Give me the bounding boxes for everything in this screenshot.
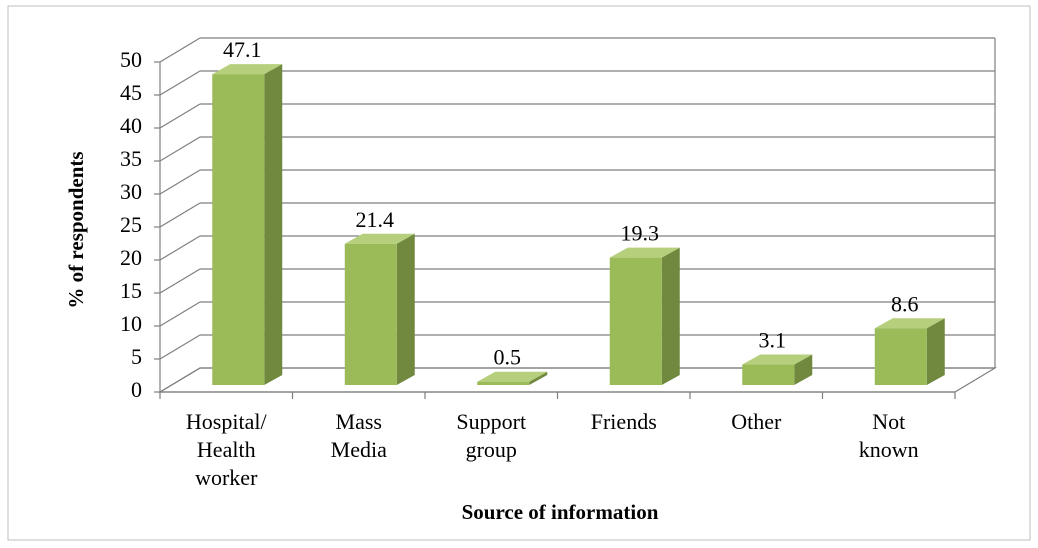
y-tick-label: 0 <box>131 377 142 402</box>
grid-line-side <box>159 235 201 261</box>
bar-front <box>874 328 927 385</box>
y-tick-label: 40 <box>120 113 142 138</box>
x-tick-label: Not known <box>859 409 919 462</box>
bar-side <box>926 318 945 385</box>
data-label: 8.6 <box>891 291 919 316</box>
y-axis-label: % of respondents <box>64 151 88 308</box>
bar <box>874 318 945 385</box>
y-tick-label: 5 <box>131 344 142 369</box>
grid-line-side <box>159 301 201 327</box>
x-tick-label-line: Media <box>331 437 387 462</box>
bar-side <box>661 247 680 385</box>
bar-side <box>264 64 283 385</box>
grid-line-side <box>159 367 201 393</box>
bar-top <box>609 247 680 258</box>
data-label: 47.1 <box>223 37 262 62</box>
x-tick-label-line: group <box>466 437 517 462</box>
bar <box>344 233 415 385</box>
x-tick-label-line: Mass <box>336 409 382 434</box>
x-tick-label-line: Hospital/ <box>186 409 268 434</box>
bar-side <box>529 371 548 385</box>
grid-line-side <box>159 103 201 129</box>
bar <box>477 371 548 385</box>
y-tick-label: 50 <box>120 47 142 72</box>
x-axis-label: Source of information <box>462 500 659 524</box>
bar-front <box>344 243 397 385</box>
x-tick-label-line: known <box>859 437 919 462</box>
bar-front <box>742 364 795 385</box>
grid-line-side <box>159 70 201 96</box>
bar-side <box>794 354 813 385</box>
grid-line-side <box>159 37 201 63</box>
bar-top <box>742 354 813 365</box>
x-tick-label-line: Support <box>456 409 526 434</box>
y-tick-label: 35 <box>120 146 142 171</box>
grid-line-side <box>159 268 201 294</box>
bar-top <box>344 233 415 244</box>
x-tick-label-line: Friends <box>591 409 657 434</box>
x-tick-label: Hospital/Health worker <box>186 409 268 490</box>
bar-top <box>874 318 945 329</box>
x-tick-label-line: Health <box>197 437 256 462</box>
bar-front <box>609 257 662 385</box>
y-tick-label: 30 <box>120 179 142 204</box>
data-label: 3.1 <box>759 328 787 353</box>
bar-top <box>212 64 283 75</box>
y-tick-label: 45 <box>120 80 142 105</box>
x-tick-label: Support group <box>456 409 526 462</box>
grid-line-side <box>159 136 201 162</box>
bar-top <box>477 371 548 382</box>
bar <box>742 354 813 385</box>
bar <box>609 247 680 385</box>
data-label: 19.3 <box>621 221 660 246</box>
x-tick-label-line: worker <box>195 465 258 490</box>
y-tick-label: 25 <box>120 212 142 237</box>
x-tick-label-line: Not <box>872 409 905 434</box>
y-tick-label: 15 <box>120 278 142 303</box>
grid-line-side <box>159 334 201 360</box>
x-tick-label: Mass Media <box>331 409 387 462</box>
x-tick-label: Other <box>731 409 782 434</box>
bar-front <box>212 74 265 385</box>
data-label: 0.5 <box>494 345 522 370</box>
x-tick-label: Friends <box>591 409 657 434</box>
bar <box>212 64 283 385</box>
y-tick-label: 20 <box>120 245 142 270</box>
x-tick-label-line: Other <box>731 409 782 434</box>
y-tick-label: 10 <box>120 311 142 336</box>
grid-line-side <box>159 202 201 228</box>
bar-front <box>477 381 530 385</box>
bar-side <box>396 233 415 385</box>
data-label: 21.4 <box>356 207 395 232</box>
grid-line-side <box>159 169 201 195</box>
chart-border <box>7 5 1031 541</box>
